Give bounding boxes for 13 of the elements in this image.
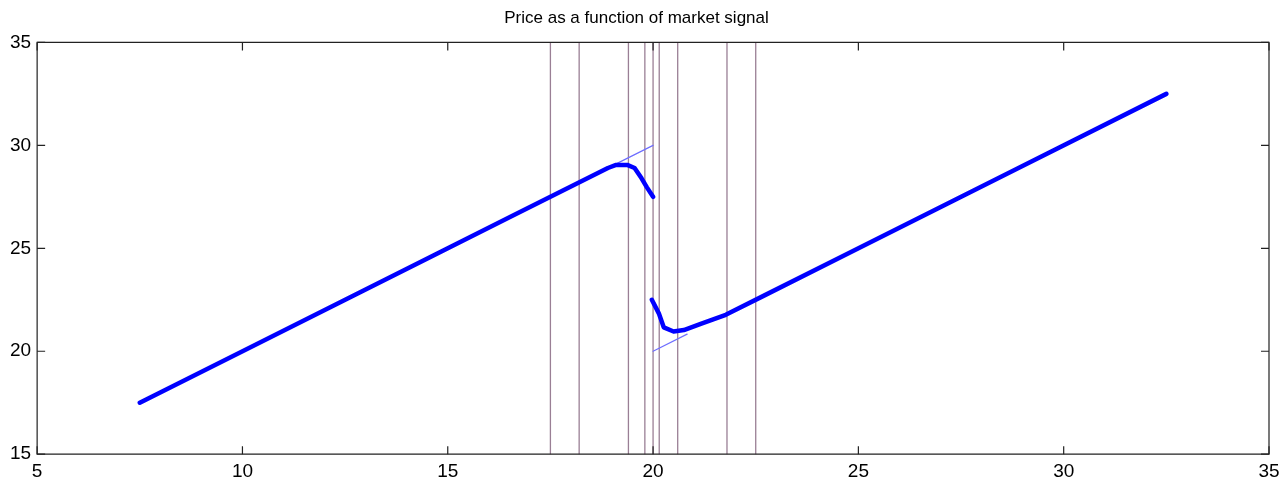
x-tick-label: 35	[1258, 459, 1280, 481]
y-tick-label: 15	[9, 442, 32, 464]
x-tick-label: 25	[847, 459, 869, 481]
x-tick-label: 15	[437, 459, 459, 481]
y-tick-label: 30	[9, 133, 32, 155]
x-tick-label: 30	[1053, 459, 1075, 481]
y-tick-label: 25	[9, 236, 32, 258]
y-tick-label: 20	[9, 339, 32, 361]
y-tick-label: 35	[9, 30, 32, 52]
x-tick-label: 5	[31, 459, 43, 481]
x-tick-label: 20	[642, 459, 664, 481]
chart-title: Price as a function of market signal	[504, 7, 769, 27]
x-tick-label: 10	[231, 459, 254, 481]
